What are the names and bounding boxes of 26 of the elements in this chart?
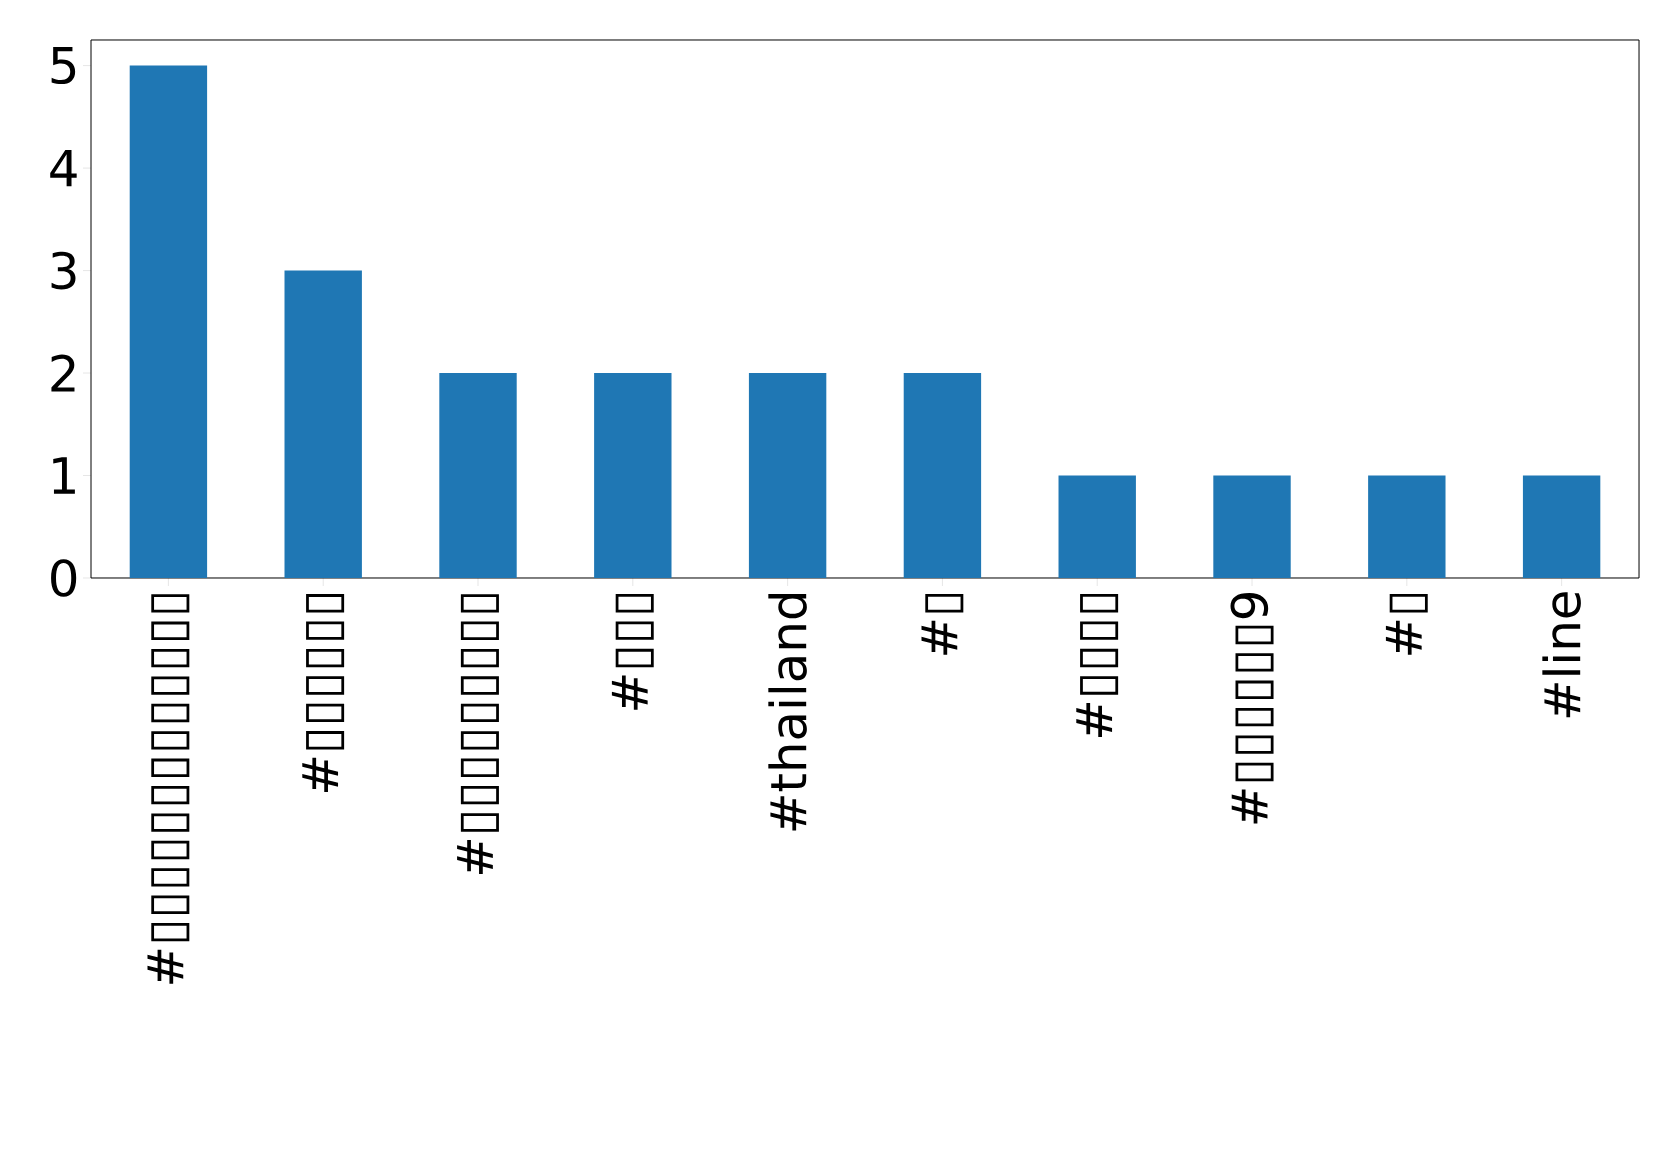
bar [129,65,208,578]
x-tick-label: #▯ [1385,594,1428,655]
bar [903,373,982,578]
x-tick-label: #▯▯▯▯▯▯▯▯▯ [457,594,499,875]
bar [594,373,672,578]
y-tick-label: 5 [51,47,76,85]
y-tick-label: 1 [53,457,75,494]
bar [284,270,362,578]
bar [1058,475,1136,578]
bar [748,373,827,578]
x-tick-label: #▯▯▯ [611,594,654,710]
x-tick-label: #line [1542,592,1581,718]
y-tick-label: 3 [51,251,76,290]
bar [439,373,517,578]
y-tick-label: 4 [50,149,77,187]
bar [1213,475,1291,578]
x-tick-label: #▯▯▯▯ [1076,594,1119,738]
bar [1368,475,1446,578]
y-tick-label: 0 [51,559,77,597]
bar [1522,475,1601,578]
x-tick-label: #▯▯▯▯▯▯9 [1230,593,1274,824]
x-tick-label: #thailand [768,593,807,831]
x-tick-label: #▯▯▯▯▯▯ [302,594,345,792]
x-tick-label: #▯ [921,594,964,655]
x-tick-label: #▯▯▯▯▯▯▯▯▯▯▯▯▯ [147,594,190,984]
y-tick-label: 2 [51,354,75,392]
